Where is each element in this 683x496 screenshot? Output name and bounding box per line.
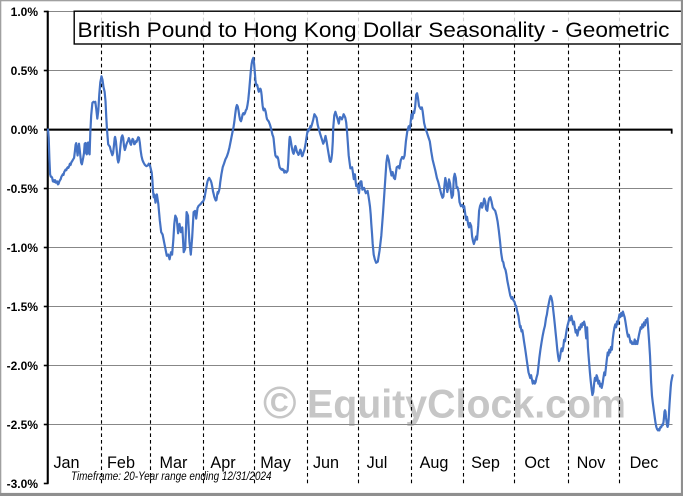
svg-text:Jun: Jun (313, 454, 339, 472)
svg-text:©: © (263, 377, 297, 428)
svg-text:1.0%: 1.0% (11, 5, 39, 19)
svg-text:Apr: Apr (210, 454, 236, 472)
svg-text:0.0%: 0.0% (11, 123, 39, 137)
svg-text:Jul: Jul (367, 454, 388, 472)
svg-text:-0.5%: -0.5% (7, 182, 39, 196)
svg-text:Feb: Feb (107, 454, 135, 472)
svg-text:0.5%: 0.5% (11, 64, 39, 78)
svg-text:Mar: Mar (160, 454, 188, 472)
svg-text:EquityClock.com: EquityClock.com (307, 383, 626, 427)
svg-text:May: May (260, 454, 291, 472)
svg-text:Aug: Aug (420, 454, 449, 472)
svg-text:-1.0%: -1.0% (7, 241, 39, 255)
svg-text:British Pound to Hong Kong Dol: British Pound to Hong Kong Dollar Season… (78, 18, 670, 42)
svg-text:-1.5%: -1.5% (7, 300, 39, 314)
svg-text:Nov: Nov (577, 454, 607, 472)
svg-text:Jan: Jan (53, 454, 79, 472)
svg-text:Sep: Sep (471, 454, 500, 472)
svg-text:-2.5%: -2.5% (7, 418, 39, 432)
svg-text:Dec: Dec (630, 454, 659, 472)
svg-text:Timeframe: 20-Year range endin: Timeframe: 20-Year range ending 12/31/20… (71, 469, 272, 483)
svg-text:-2.0%: -2.0% (7, 359, 39, 373)
svg-text:Oct: Oct (524, 454, 550, 472)
svg-text:-3.0%: -3.0% (7, 477, 39, 491)
